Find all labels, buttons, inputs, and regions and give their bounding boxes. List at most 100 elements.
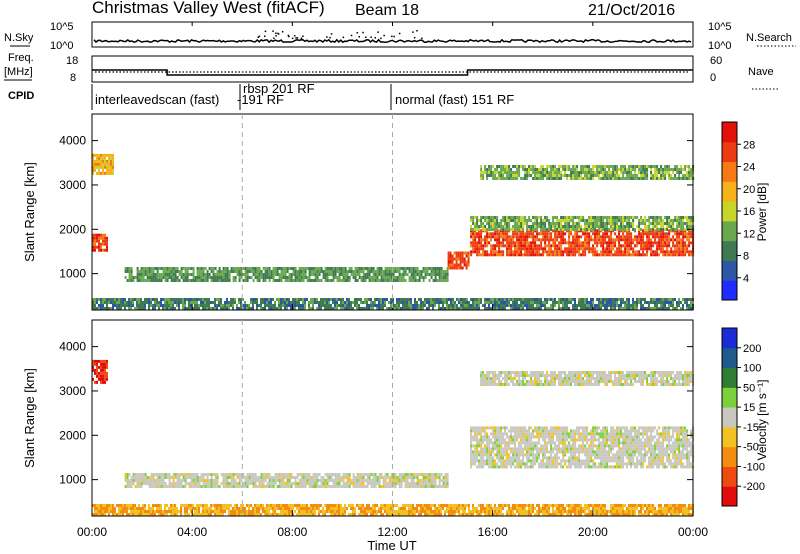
data-cell — [372, 485, 375, 488]
data-cell — [584, 225, 587, 228]
data-cell — [204, 273, 207, 276]
data-cell — [396, 304, 398, 307]
data-cell — [232, 267, 235, 270]
data-cell — [206, 298, 208, 301]
data-cell — [480, 432, 483, 436]
data-cell — [432, 307, 434, 310]
data-cell — [162, 485, 165, 488]
data-cell — [402, 298, 404, 301]
data-cell — [494, 238, 497, 242]
data-cell — [446, 476, 449, 479]
data-cell — [548, 450, 551, 454]
data-cell — [258, 479, 261, 482]
data-cell — [344, 307, 346, 310]
data-cell — [292, 307, 294, 310]
data-cell — [328, 473, 331, 476]
data-cell — [278, 279, 281, 282]
data-cell — [532, 447, 535, 451]
data-cell — [318, 479, 321, 482]
data-cell — [526, 304, 528, 307]
data-cell — [250, 479, 253, 482]
data-cell — [276, 479, 279, 482]
data-cell — [356, 485, 359, 488]
data-cell — [616, 177, 619, 180]
data-cell — [598, 174, 601, 177]
data-cell — [254, 267, 257, 270]
data-cell — [514, 165, 517, 168]
data-cell — [592, 177, 595, 180]
data-cell — [306, 482, 309, 485]
data-cell — [564, 298, 566, 301]
data-cell — [220, 482, 223, 485]
data-cell — [550, 465, 553, 469]
data-cell — [354, 279, 357, 282]
data-cell — [424, 304, 426, 307]
data-cell — [488, 462, 491, 466]
data-cell — [138, 479, 141, 482]
data-cell — [330, 479, 333, 482]
data-cell — [374, 279, 377, 282]
data-cell — [280, 482, 283, 485]
data-cell — [600, 304, 602, 307]
data-cell — [430, 301, 432, 304]
data-cell — [542, 465, 545, 469]
data-cell — [486, 177, 489, 180]
data-cell — [212, 482, 215, 485]
data-cell — [480, 174, 483, 177]
data-cell — [198, 476, 201, 479]
data-cell — [492, 441, 495, 445]
data-cell — [454, 301, 456, 304]
data-cell — [476, 232, 479, 236]
data-cell — [510, 244, 513, 248]
data-cell — [180, 270, 183, 273]
data-cell — [688, 216, 691, 219]
data-cell — [542, 450, 545, 454]
data-cell — [234, 279, 237, 282]
data-cell — [390, 276, 393, 279]
data-cell — [454, 307, 456, 310]
data-cell — [492, 247, 495, 251]
data-cell — [518, 165, 521, 168]
data-cell — [420, 276, 423, 279]
data-cell — [202, 307, 204, 310]
nsky-spike — [416, 30, 418, 32]
data-cell — [652, 244, 655, 248]
data-cell — [198, 279, 201, 282]
data-cell — [182, 479, 185, 482]
data-cell — [496, 465, 499, 469]
data-cell — [512, 435, 515, 439]
data-cell — [676, 165, 679, 168]
data-cell — [526, 435, 529, 439]
data-cell — [554, 465, 557, 469]
data-cell — [396, 301, 398, 304]
data-cell — [326, 307, 328, 310]
data-cell — [158, 479, 161, 482]
data-cell — [544, 298, 546, 301]
data-cell — [554, 453, 557, 457]
data-cell — [410, 301, 412, 304]
data-cell — [438, 270, 441, 273]
data-cell — [414, 485, 417, 488]
data-cell — [102, 159, 104, 163]
data-cell — [492, 225, 495, 228]
data-cell — [202, 476, 205, 479]
data-cell — [386, 267, 389, 270]
data-cell — [210, 482, 213, 485]
data-cell — [110, 153, 112, 157]
data-cell — [124, 267, 127, 270]
data-cell — [628, 250, 631, 254]
data-cell — [138, 301, 140, 304]
data-cell — [574, 228, 577, 231]
data-cell — [592, 171, 595, 174]
data-cell — [534, 307, 536, 310]
data-cell — [602, 241, 605, 245]
data-cell — [210, 267, 213, 270]
data-cell — [230, 482, 233, 485]
data-cell — [586, 222, 589, 225]
data-cell — [522, 441, 525, 445]
data-cell — [554, 444, 557, 448]
data-cell — [640, 307, 642, 310]
data-cell — [648, 222, 651, 225]
data-cell — [554, 247, 557, 251]
data-cell — [286, 270, 289, 273]
